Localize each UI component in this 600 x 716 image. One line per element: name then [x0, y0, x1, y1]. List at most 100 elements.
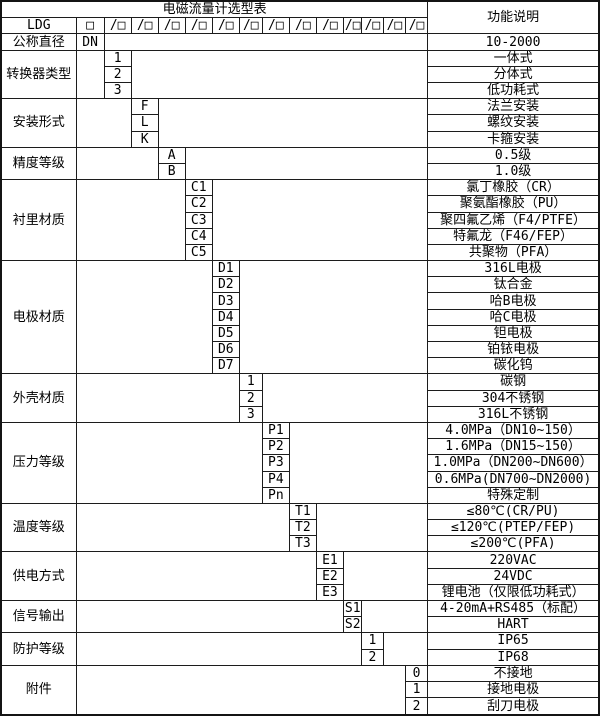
spacer-cell	[75, 179, 186, 262]
function-column-header: 功能说明	[427, 0, 600, 35]
code-cell: C3	[184, 211, 213, 229]
desc-cell: 1.0级	[427, 162, 600, 181]
code-cell: Pn	[261, 486, 290, 504]
code-cell: 1	[404, 680, 429, 699]
desc-cell: 不接地	[427, 664, 600, 682]
code-cell: E3	[315, 583, 344, 602]
code-slot: /□	[360, 17, 384, 35]
section-label-liner-material: 衬里材质	[0, 179, 77, 262]
code-cell: D5	[211, 324, 240, 343]
section-label-install-type: 安装形式	[0, 98, 77, 148]
code-cell: 2	[404, 697, 429, 716]
desc-cell: 氯丁橡胶（CR）	[427, 179, 600, 197]
desc-cell: 刮刀电极	[427, 697, 600, 716]
code-cell: 1	[238, 373, 263, 391]
desc-cell: 卡箍安装	[427, 130, 600, 148]
code-cell: C1	[184, 179, 213, 197]
desc-cell: ≤80℃(CR/PU)	[427, 502, 600, 521]
code-cell: 0	[404, 664, 429, 682]
code-cell: D2	[211, 276, 240, 294]
code-slot: /□	[103, 17, 132, 35]
desc-cell: 聚四氟乙烯（F4/PTFE）	[427, 211, 600, 229]
code-cell: 1	[103, 49, 132, 67]
code-cell: S1	[342, 600, 362, 618]
spacer-cell	[75, 373, 240, 423]
code-cell: F	[130, 98, 159, 116]
spacer-cell	[75, 146, 159, 181]
desc-cell: 316L电极	[427, 260, 600, 278]
section-label-power-supply: 供电方式	[0, 551, 77, 602]
desc-cell: 304不锈钢	[427, 389, 600, 407]
code-cell: E1	[315, 551, 344, 569]
spacer-cell	[211, 179, 429, 262]
code-cell: DN	[75, 33, 105, 51]
section-label-nominal-diameter: 公称直径	[0, 33, 77, 51]
spacer-cell	[75, 600, 344, 634]
spacer-cell	[382, 632, 429, 666]
code-cell: D6	[211, 341, 240, 359]
spacer-cell	[75, 421, 263, 504]
spacer-cell	[342, 551, 429, 602]
code-cell: P2	[261, 438, 290, 456]
desc-cell: 螺纹安装	[427, 114, 600, 132]
code-cell: T2	[288, 519, 317, 537]
code-cell: A	[157, 146, 186, 164]
code-cell: D3	[211, 292, 240, 310]
code-cell: 2	[360, 648, 384, 666]
section-label-signal-output: 信号输出	[0, 600, 77, 634]
desc-cell: 分体式	[427, 65, 600, 84]
code-cell: T3	[288, 535, 317, 553]
desc-cell: 4-20mA+RS485（标配）	[427, 600, 600, 618]
code-cell: 3	[103, 82, 132, 100]
section-label-pressure-rating: 压力等级	[0, 421, 77, 504]
desc-cell: 钽电极	[427, 324, 600, 343]
spacer-cell	[157, 98, 429, 148]
desc-cell: IP65	[427, 632, 600, 650]
code-slot: /□	[157, 17, 186, 35]
code-slot: /□	[130, 17, 159, 35]
code-cell: P1	[261, 421, 290, 440]
desc-cell: HART	[427, 616, 600, 634]
desc-cell: 锂电池（仅限低功耗式）	[427, 583, 600, 602]
code-slot: /□	[261, 17, 290, 35]
code-cell: S2	[342, 616, 362, 634]
spacer-cell	[315, 502, 429, 553]
section-label-accuracy: 精度等级	[0, 146, 77, 181]
code-slot: /□	[404, 17, 429, 35]
desc-cell: ≤120℃(PTEP/FEP)	[427, 519, 600, 537]
desc-cell: 聚氨酯橡胶（PU）	[427, 195, 600, 213]
desc-cell: 一体式	[427, 49, 600, 67]
code-slot: /□	[315, 17, 344, 35]
code-slot: /□	[211, 17, 240, 35]
desc-cell: 特殊定制	[427, 486, 600, 504]
desc-cell: 低功耗式	[427, 82, 600, 100]
code-slot: /□	[238, 17, 263, 35]
spacer-cell	[75, 260, 213, 375]
section-label-protection-rating: 防护等级	[0, 632, 77, 666]
code-cell: L	[130, 114, 159, 132]
code-cell: 2	[103, 65, 132, 84]
code-cell: P3	[261, 454, 290, 472]
desc-cell: IP68	[427, 648, 600, 666]
spacer-cell	[75, 49, 105, 100]
spacer-cell	[75, 632, 362, 666]
code-cell: 3	[238, 405, 263, 423]
spacer-cell	[130, 49, 429, 100]
spacer-cell	[360, 600, 429, 634]
desc-cell: 哈B电极	[427, 292, 600, 310]
desc-cell: 法兰安装	[427, 98, 600, 116]
desc-cell: 220VAC	[427, 551, 600, 569]
desc-cell: 1.0MPa（DN200~DN600）	[427, 454, 600, 472]
desc-cell: 碳钢	[427, 373, 600, 391]
code-cell: C5	[184, 243, 213, 262]
code-cell: T1	[288, 502, 317, 521]
desc-cell: 4.0MPa（DN10~150）	[427, 421, 600, 440]
code-slot: /□	[288, 17, 317, 35]
spacer-cell	[103, 33, 429, 51]
code-cell: E2	[315, 567, 344, 585]
spacer-cell	[184, 146, 429, 181]
spacer-cell	[75, 664, 406, 716]
code-cell: C4	[184, 227, 213, 245]
